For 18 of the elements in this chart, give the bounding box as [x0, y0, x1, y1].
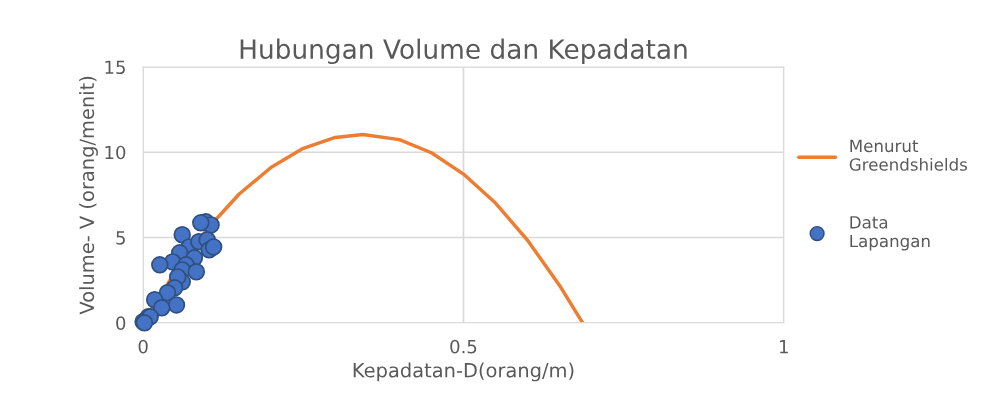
point — [167, 296, 186, 314]
x-axis-title: Kepadatan-D(orang/m) — [353, 362, 574, 382]
y-tick-label: 15 — [105, 60, 125, 75]
point — [187, 263, 206, 281]
point — [204, 238, 223, 256]
y-tick-label: 0 — [116, 316, 126, 330]
legend-label: Data Lapangan — [850, 216, 930, 251]
point — [151, 256, 169, 274]
point — [152, 299, 171, 317]
y-axis-title: Volume- V (orang/menit) — [79, 76, 98, 315]
x-tick-label: 0 — [138, 339, 148, 354]
chart-title: Hubungan Volume dan Kepadatan — [240, 38, 687, 65]
y-tick-label: 5 — [116, 231, 125, 245]
legend-label: Menurut Greendshields — [849, 139, 968, 171]
point — [192, 214, 210, 232]
x-tick-label: 0.5 — [450, 339, 477, 354]
y-tick-label: 10 — [105, 145, 126, 160]
x-tick-label: 1 — [780, 340, 788, 354]
